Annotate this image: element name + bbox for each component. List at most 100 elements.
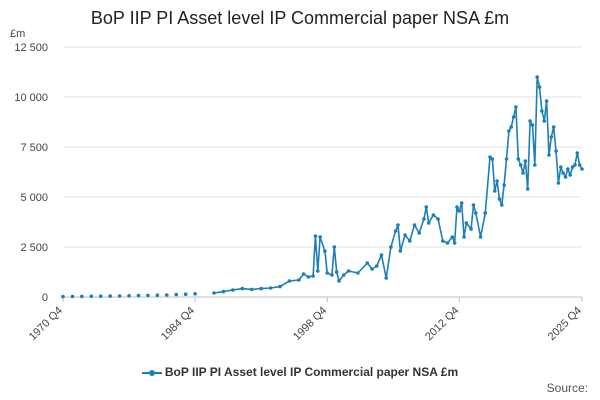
data-point[interactable] (554, 149, 558, 153)
data-point[interactable] (174, 292, 179, 297)
data-point[interactable] (544, 99, 549, 103)
data-point[interactable] (549, 135, 554, 139)
data-point[interactable] (396, 223, 400, 227)
data-point[interactable] (240, 286, 245, 291)
data-point[interactable] (332, 245, 337, 249)
data-point[interactable] (398, 249, 403, 253)
data-point[interactable] (301, 272, 306, 276)
data-point[interactable] (542, 119, 547, 123)
data-point[interactable] (249, 287, 254, 292)
data-point[interactable] (488, 155, 492, 159)
data-point[interactable] (221, 289, 226, 294)
data-point[interactable] (356, 271, 360, 275)
data-point[interactable] (478, 235, 483, 239)
data-point[interactable] (511, 115, 516, 119)
data-point[interactable] (459, 201, 464, 205)
data-point[interactable] (346, 269, 351, 273)
data-point[interactable] (193, 292, 197, 296)
data-point[interactable] (566, 167, 570, 171)
data-point[interactable] (441, 239, 445, 243)
data-point[interactable] (165, 293, 169, 297)
data-point[interactable] (523, 159, 528, 163)
data-point[interactable] (455, 205, 459, 209)
data-point[interactable] (323, 249, 327, 253)
data-point[interactable] (417, 231, 422, 235)
data-point[interactable] (507, 129, 511, 133)
data-point[interactable] (155, 293, 160, 298)
data-point[interactable] (334, 270, 339, 274)
data-point[interactable] (528, 119, 532, 123)
data-point[interactable] (568, 173, 573, 177)
data-point[interactable] (389, 245, 393, 249)
data-point[interactable] (547, 153, 551, 157)
data-point[interactable] (183, 292, 188, 297)
data-point[interactable] (556, 181, 561, 185)
data-point[interactable] (278, 284, 282, 289)
data-point[interactable] (504, 157, 509, 161)
data-point[interactable] (403, 233, 407, 237)
data-point[interactable] (516, 157, 521, 161)
data-point[interactable] (490, 157, 495, 161)
data-point[interactable] (231, 288, 235, 292)
data-point[interactable] (509, 125, 514, 129)
data-point[interactable] (127, 294, 131, 298)
data-point[interactable] (457, 209, 462, 213)
data-point[interactable] (318, 235, 322, 239)
data-point[interactable] (521, 171, 525, 175)
data-point[interactable] (61, 294, 65, 299)
data-point[interactable] (483, 211, 488, 215)
data-point[interactable] (436, 217, 440, 221)
data-point[interactable] (577, 163, 582, 167)
data-point[interactable] (525, 187, 530, 191)
data-point[interactable] (330, 273, 334, 277)
data-point[interactable] (533, 163, 537, 167)
data-point[interactable] (146, 293, 150, 298)
data-point[interactable] (537, 85, 542, 89)
data-point[interactable] (311, 274, 315, 278)
data-point[interactable] (502, 183, 506, 187)
data-point[interactable] (514, 105, 518, 109)
data-point[interactable] (575, 151, 580, 155)
legend[interactable]: BoP IIP PI Asset level IP Commercial pap… (0, 365, 600, 379)
data-point[interactable] (499, 203, 504, 207)
data-point[interactable] (445, 241, 450, 245)
data-point[interactable] (558, 165, 563, 169)
data-point[interactable] (212, 291, 216, 295)
data-point[interactable] (450, 235, 455, 239)
data-point[interactable] (462, 235, 466, 239)
data-point[interactable] (337, 279, 341, 283)
data-point[interactable] (561, 171, 565, 175)
data-point[interactable] (474, 211, 478, 215)
data-point[interactable] (325, 271, 330, 275)
data-point[interactable] (365, 261, 370, 265)
data-point[interactable] (570, 165, 575, 169)
data-point[interactable] (117, 294, 122, 298)
data-point[interactable] (452, 241, 457, 245)
data-point[interactable] (422, 217, 426, 221)
data-point[interactable] (313, 234, 318, 238)
data-point[interactable] (70, 294, 75, 299)
data-point[interactable] (268, 286, 273, 290)
data-point[interactable] (136, 293, 141, 298)
data-point[interactable] (497, 197, 502, 201)
data-point[interactable] (469, 227, 473, 231)
data-point[interactable] (495, 179, 499, 183)
data-point[interactable] (426, 221, 431, 225)
data-point[interactable] (551, 125, 556, 129)
data-point[interactable] (540, 109, 544, 113)
data-point[interactable] (315, 269, 320, 273)
data-point[interactable] (379, 253, 384, 257)
data-point[interactable] (535, 75, 539, 79)
data-point[interactable] (412, 223, 417, 227)
data-point[interactable] (287, 279, 292, 283)
data-point[interactable] (393, 229, 398, 233)
data-point[interactable] (259, 286, 263, 291)
data-point[interactable] (374, 264, 379, 268)
data-point[interactable] (297, 278, 301, 282)
data-point[interactable] (530, 123, 535, 127)
data-point[interactable] (80, 294, 84, 299)
data-point[interactable] (573, 163, 577, 167)
data-point[interactable] (464, 221, 469, 225)
data-point[interactable] (431, 213, 436, 217)
data-point[interactable] (341, 273, 346, 277)
